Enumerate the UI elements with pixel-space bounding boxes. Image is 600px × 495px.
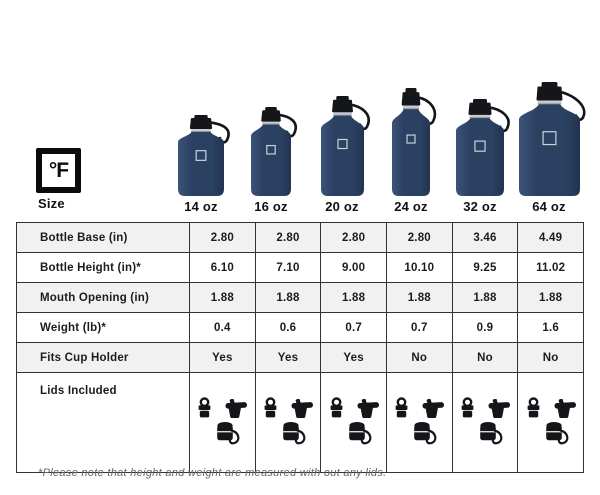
spec-cell: 9.00 <box>320 252 387 283</box>
bottle-graphic <box>392 88 437 196</box>
loop-handle-lid-icon <box>196 396 213 418</box>
bottle-64-oz: 64 oz <box>494 82 600 214</box>
spec-cell: 2.80 <box>320 222 387 253</box>
bottle-graphic <box>178 115 230 196</box>
brand-logo: °F <box>36 148 81 193</box>
strap-carrier-lid-icon <box>478 421 504 446</box>
bottle-size-label: 64 oz <box>532 199 566 214</box>
spec-cell: 1.88 <box>385 282 453 313</box>
lids-set <box>256 396 321 449</box>
spec-cell: 6.10 <box>189 252 256 283</box>
lids-set <box>321 396 386 449</box>
bottle-16-oz: 16 oz <box>216 107 326 214</box>
loop-handle-lid-icon <box>459 396 476 418</box>
strap-carrier-lid-icon <box>347 421 373 446</box>
spec-cell <box>385 372 453 473</box>
strap-carrier-lid-icon <box>412 421 438 446</box>
spec-cell: 4.49 <box>517 222 584 253</box>
flip-spout-lid-icon <box>224 398 248 418</box>
lids-set <box>190 396 255 449</box>
strap-carrier-lid-icon <box>544 421 570 446</box>
bottle-24-oz: 24 oz <box>356 88 466 214</box>
spec-cell: 1.88 <box>189 282 256 313</box>
spec-row-label: Mouth Opening (in) <box>16 282 190 313</box>
spec-cell: 2.80 <box>254 222 322 253</box>
spec-cell: Yes <box>189 342 256 373</box>
spec-cell: No <box>385 342 453 373</box>
spec-row-label: Weight (lb)* <box>16 312 190 343</box>
bottle-graphic <box>456 99 510 196</box>
bottle-size-label: 20 oz <box>325 199 359 214</box>
spec-cell: 2.80 <box>385 222 453 253</box>
spec-cell: 1.88 <box>320 282 387 313</box>
flip-spout-lid-icon <box>356 398 380 418</box>
lids-set <box>518 396 583 449</box>
spec-table: Bottle Base (in) 2.80 2.80 2.80 2.80 3.46 4.49… <box>16 222 584 473</box>
spec-row-6: Lids Included <box>16 372 584 473</box>
spec-cell: 0.7 <box>320 312 387 343</box>
spec-cell: No <box>517 342 584 373</box>
spec-cell <box>517 372 584 473</box>
lids-set <box>387 396 452 449</box>
spec-row-4: Weight (lb)* 0.4 0.6 0.7 0.7 0.9 1.6 <box>16 312 584 343</box>
spec-cell: 0.4 <box>189 312 256 343</box>
bottle-graphic <box>518 82 585 196</box>
spec-row-1: Bottle Base (in) 2.80 2.80 2.80 2.80 3.46 4.49 <box>16 222 584 253</box>
spec-cell: 1.88 <box>451 282 519 313</box>
spec-cell: 3.46 <box>451 222 519 253</box>
spec-cell: 10.10 <box>385 252 453 283</box>
spec-row-label: Fits Cup Holder <box>16 342 190 373</box>
loop-handle-lid-icon <box>328 396 345 418</box>
size-row-label: Size <box>38 196 65 211</box>
spec-cell: 9.25 <box>451 252 519 283</box>
lids-set <box>453 396 518 449</box>
strap-carrier-lid-icon <box>281 421 307 446</box>
spec-cell: Yes <box>320 342 387 373</box>
loop-handle-lid-icon <box>262 396 279 418</box>
spec-cell: Yes <box>254 342 322 373</box>
spec-row-label: Bottle Base (in) <box>16 222 190 253</box>
bottle-14-oz: 14 oz <box>146 115 256 214</box>
bottle-32-oz: 32 oz <box>425 99 535 214</box>
bottle-size-label: 16 oz <box>254 199 288 214</box>
bottle-images: 14 oz 16 oz 20 oz <box>0 0 600 220</box>
spec-row-2: Bottle Height (in)* 6.10 7.10 9.00 10.10 9.25… <box>16 252 584 283</box>
spec-cell: 1.6 <box>517 312 584 343</box>
bottle-size-label: 32 oz <box>463 199 497 214</box>
footnote: *Please note that height and weight are … <box>38 467 387 479</box>
strap-carrier-lid-icon <box>215 421 241 446</box>
spec-cell: 0.6 <box>254 312 322 343</box>
spec-cell: 7.10 <box>254 252 322 283</box>
spec-cell: 0.9 <box>451 312 519 343</box>
spec-row-label: Lids Included <box>16 372 190 473</box>
spec-row-label: Bottle Height (in)* <box>16 252 190 283</box>
flip-spout-lid-icon <box>290 398 314 418</box>
spec-cell: 0.7 <box>385 312 453 343</box>
bottle-graphic <box>320 96 370 196</box>
spec-cell: No <box>451 342 519 373</box>
loop-handle-lid-icon <box>393 396 410 418</box>
spec-row-5: Fits Cup Holder Yes Yes Yes No No No <box>16 342 584 373</box>
bottle-size-label: 14 oz <box>184 199 218 214</box>
spec-cell: 11.02 <box>517 252 584 283</box>
brand-logo-text: °F <box>48 159 69 182</box>
spec-row-3: Mouth Opening (in) 1.88 1.88 1.88 1.88 1.88 1.… <box>16 282 584 313</box>
spec-cell <box>451 372 519 473</box>
spec-cell: 1.88 <box>517 282 584 313</box>
flip-spout-lid-icon <box>421 398 445 418</box>
spec-cell <box>189 372 256 473</box>
flip-spout-lid-icon <box>487 398 511 418</box>
flip-spout-lid-icon <box>553 398 577 418</box>
spec-cell: 1.88 <box>254 282 322 313</box>
spec-cell <box>254 372 322 473</box>
spec-cell <box>320 372 387 473</box>
bottle-20-oz: 20 oz <box>287 96 397 214</box>
spec-cell: 2.80 <box>189 222 256 253</box>
loop-handle-lid-icon <box>525 396 542 418</box>
bottle-graphic <box>251 107 297 196</box>
bottle-size-label: 24 oz <box>394 199 428 214</box>
